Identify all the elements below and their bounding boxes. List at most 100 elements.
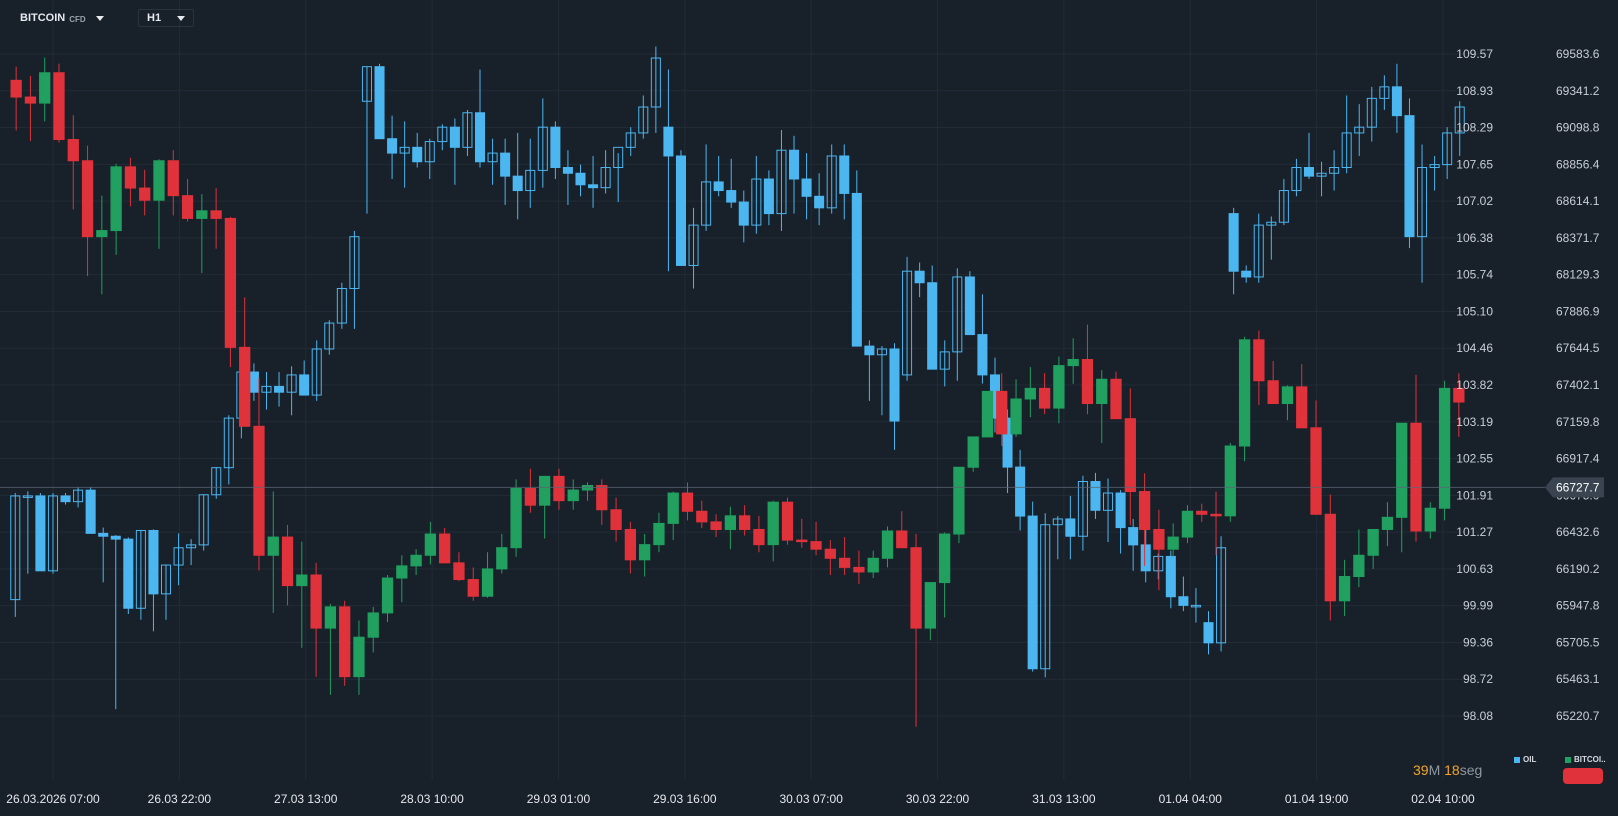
symbol-selector[interactable]: BITCOIN CFD [14,9,110,27]
legend-item-bitcoin[interactable]: BITCOI.. [1565,755,1606,764]
oil-candle-body [1404,115,1415,238]
last-price-label: 66727.7 [1556,480,1600,494]
oil-candle-body [474,112,486,163]
bitcoin-candle-body [210,210,222,219]
symbol-type: CFD [69,14,86,24]
time-tick-label: 30.03 22:00 [906,792,970,806]
oil-candle-body [638,106,649,134]
oil-candle-body [437,126,448,143]
bitcoin-candle-body [81,160,94,238]
bitcoin-candle-body [1067,359,1079,367]
oil-candle-body [22,495,33,498]
oil-tick-label: 108.29 [1456,121,1493,135]
oil-candle-body [675,155,687,266]
oil-candle-body [1278,190,1289,223]
oil-candle-body [261,385,272,393]
bitcoin-candles [10,57,1465,727]
bitcoin-candle-body [310,574,322,629]
bitcoin-candle-body [696,510,708,523]
oil-tick-label: 103.19 [1456,415,1493,429]
bitcoin-candle-body [867,557,879,573]
oil-candle-body [889,348,900,422]
bitcoin-tick-label: 67159.8 [1556,415,1600,429]
bitcoin-candle-body [824,548,836,559]
bitcoin-tick-label: 68371.7 [1556,231,1600,245]
oil-candle-body [1341,132,1352,169]
oil-candle-body [1052,518,1063,526]
bitcoin-candle-body [781,501,794,541]
oil-candle-body [299,374,310,396]
bitcoin-candle-body [339,606,351,678]
bitcoin-candle-body [996,390,1008,435]
oil-candle-body [839,155,850,194]
oil-candle-body [688,224,699,266]
bitcoin-candle-body [896,530,908,549]
bitcoin-candle-body [1081,359,1094,405]
bitcoin-candle-body [624,528,637,561]
oil-tick-label: 102.55 [1456,452,1493,466]
bitcoin-tick-label: 66917.4 [1556,452,1600,466]
bitcoin-candle-body [1410,422,1422,532]
oil-candle-body [663,126,674,157]
bitcoin-candle-body [1338,576,1351,602]
bitcoin-candle-body [1253,339,1265,382]
oil-candle-body [977,334,988,376]
bitcoin-candle-body [424,533,437,556]
bitcoin-candle-body [653,522,665,546]
oil-candle-body [726,190,737,203]
oil-candle-body [1429,164,1440,169]
oil-candle-body [1203,622,1214,644]
legend-item-oil[interactable]: OIL [1514,755,1536,764]
oil-tick-label: 107.02 [1456,194,1493,208]
bitcoin-candle-body [1024,387,1036,400]
oil-candle-body [1391,86,1402,117]
bitcoin-candle-body [1296,386,1308,429]
bitcoin-candle-body [267,536,279,556]
legend-swatch-bitcoin [1565,756,1571,763]
bitcoin-candle-body [810,541,822,550]
bitcoin-candle-body [296,574,308,587]
bitcoin-candle-body [139,187,151,201]
bitcoin-tick-label: 65220.7 [1556,709,1600,723]
bitcoin-candle-body [1110,378,1122,420]
oil-candle-body [701,181,712,226]
oil-candle-body [186,544,197,549]
bitcoin-candle-body [953,466,965,535]
oil-candle-body [336,287,347,324]
bitcoin-candle-body [1438,387,1451,509]
time-tick-label: 02.04 10:00 [1411,792,1475,806]
oil-candle-body [1379,86,1390,99]
oil-tick-label: 98.08 [1463,709,1493,723]
bitcoin-candle-body [181,195,194,219]
oil-tick-label: 98.72 [1463,672,1493,686]
time-tick-label: 31.03 13:00 [1032,792,1096,806]
oil-candle-body [788,149,800,180]
oil-candle-body [123,538,134,609]
oil-candles [10,46,1465,710]
timeframe-selector[interactable]: H1 [138,9,195,27]
oil-candle-body [1077,481,1088,537]
legend-label-bitcoin: BITCOI.. [1574,755,1606,764]
bitcoin-tick-label: 67644.5 [1556,341,1600,355]
bitcoin-candle-body [281,536,294,587]
oil-candle-body [964,276,975,336]
oil-candle-body [1040,524,1051,670]
oil-tick-label: 101.27 [1456,525,1493,539]
oil-candle-body [939,351,950,370]
bitcoin-candle-body [1396,422,1408,518]
oil-candle-body [876,348,887,356]
oil-candle-body [927,282,938,370]
bitcoin-candle-body [639,544,651,561]
oil-candle-body [1316,172,1327,177]
oil-candle-body [1329,167,1340,174]
time-tick-label: 28.03 10:00 [400,792,464,806]
oil-candle-body [462,112,473,148]
bitcoin-candle-body [553,475,565,502]
oil-candle-body [1015,466,1026,517]
oil-tick-label: 104.46 [1456,341,1493,355]
alert-button[interactable] [1563,768,1603,784]
bitcoin-candle-body [924,582,936,629]
oil-candle-body [625,132,636,148]
bitcoin-candle-body [1267,380,1279,405]
